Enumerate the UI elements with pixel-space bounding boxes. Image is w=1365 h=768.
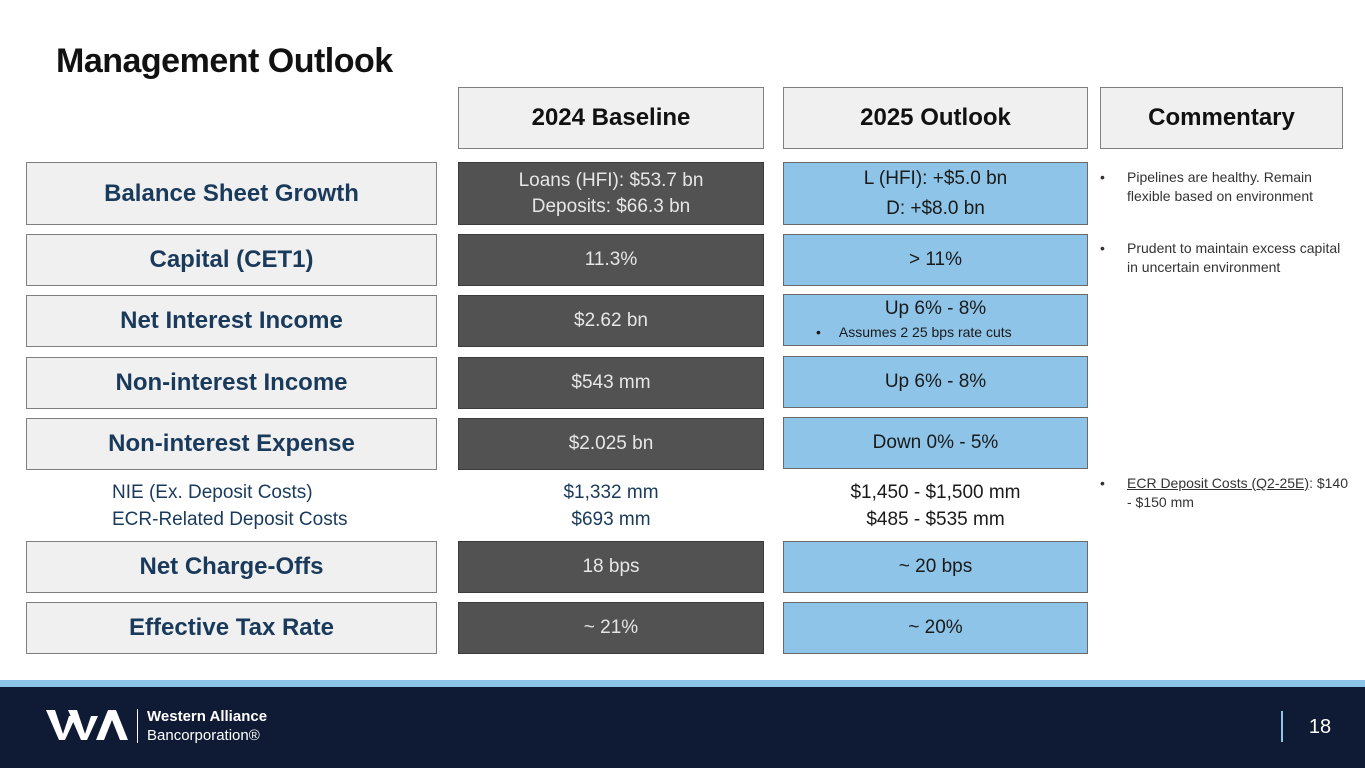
baseline-capital: 11.3%: [458, 234, 764, 286]
outlook-nie-ex-deposit-costs: $1,450 - $1,500 mm: [850, 482, 1021, 503]
outlook-effective-tax-rate: ~ 20%: [783, 602, 1088, 654]
row-label-non-interest-income: Non-interest Income: [26, 357, 437, 409]
row-label-non-interest-expense: Non-interest Expense: [26, 418, 437, 470]
baseline-net-charge-offs: 18 bps: [458, 541, 764, 593]
baseline-deposits: Deposits: $66.3 bn: [531, 195, 691, 217]
baseline-ecr-deposit-costs: $693 mm: [571, 509, 651, 530]
outlook-nii-value: Up 6% - 8%: [884, 298, 987, 319]
brand-name: Western Alliance: [147, 708, 268, 725]
outlook-non-interest-income: Up 6% - 8%: [783, 356, 1088, 408]
baseline-nie-ex-deposit-costs: $1,332 mm: [563, 482, 659, 503]
bullet: •: [1100, 169, 1105, 185]
commentary-balance-sheet: • Pipelines are healthy. Remain flexible…: [1100, 169, 1314, 204]
ecr-deposit-costs-link[interactable]: ECR Deposit Costs (Q2-25E): [1127, 475, 1310, 491]
baseline-balance-sheet-growth: Loans (HFI): $53.7 bn Deposits: $66.3 bn: [458, 162, 764, 225]
header-commentary: Commentary: [1100, 87, 1343, 149]
row-label-net-charge-offs: Net Charge-Offs: [26, 541, 437, 593]
row-label-capital: Capital (CET1): [26, 234, 437, 286]
row-label-nie-ex-deposit-costs: NIE (Ex. Deposit Costs): [112, 482, 313, 503]
page-number-divider: [1281, 711, 1283, 742]
western-alliance-logo-icon: [46, 710, 128, 740]
footer-accent-stripe: [0, 680, 1365, 687]
row-label-balance-sheet-growth: Balance Sheet Growth: [26, 162, 437, 225]
footer-bar: [0, 680, 1365, 768]
baseline-non-interest-expense: $2.025 bn: [458, 418, 764, 470]
row-label-ecr-deposit-costs: ECR-Related Deposit Costs: [112, 509, 348, 530]
bullet: •: [1100, 475, 1105, 491]
header-2025-outlook: 2025 Outlook: [783, 87, 1088, 149]
outlook-net-interest-income: Up 6% - 8% • Assumes 2 25 bps rate cuts: [783, 294, 1088, 346]
outlook-ecr-deposit-costs: $485 - $535 mm: [866, 509, 1005, 530]
commentary-ecr: • ECR Deposit Costs (Q2-25E): $140 - $15…: [1100, 475, 1348, 510]
commentary-capital: • Prudent to maintain excess capital in …: [1100, 240, 1341, 275]
row-label-net-interest-income: Net Interest Income: [26, 295, 437, 347]
baseline-loans: Loans (HFI): $53.7 bn: [518, 169, 704, 191]
page-number: 18: [1308, 716, 1332, 738]
outlook-nii-note: • Assumes 2 25 bps rate cuts: [816, 324, 1012, 340]
page-title: Management Outlook: [56, 42, 393, 80]
outlook-loans: L (HFI): +$5.0 bn: [863, 167, 1008, 189]
brand-subname: Bancorporation®: [147, 727, 260, 744]
baseline-non-interest-income: $543 mm: [458, 357, 764, 409]
outlook-net-charge-offs: ~ 20 bps: [783, 541, 1088, 593]
logo-divider: [137, 709, 138, 743]
outlook-deposits: D: +$8.0 bn: [886, 197, 985, 219]
baseline-effective-tax-rate: ~ 21%: [458, 602, 764, 654]
baseline-net-interest-income: $2.62 bn: [458, 295, 764, 347]
row-label-effective-tax-rate: Effective Tax Rate: [26, 602, 437, 654]
outlook-non-interest-expense: Down 0% - 5%: [783, 417, 1088, 469]
header-2024-baseline: 2024 Baseline: [458, 87, 764, 149]
bullet: •: [1100, 240, 1105, 256]
outlook-balance-sheet-growth: L (HFI): +$5.0 bn D: +$8.0 bn: [783, 162, 1088, 225]
outlook-capital: > 11%: [783, 234, 1088, 286]
